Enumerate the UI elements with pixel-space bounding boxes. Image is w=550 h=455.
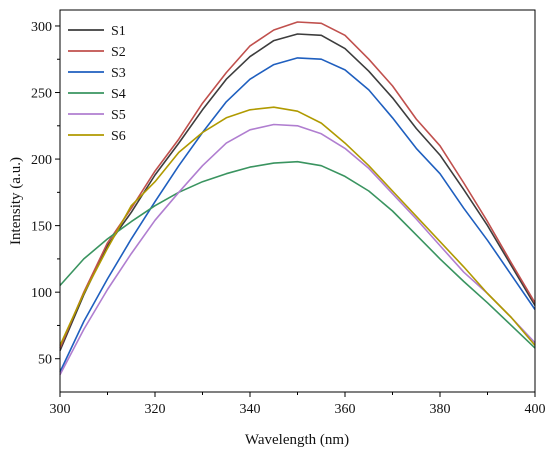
y-tick-label: 100 (31, 286, 52, 301)
series-line-s1 (59, 33, 536, 352)
y-tick-label: 150 (31, 220, 52, 235)
legend-label: S1 (111, 24, 126, 39)
x-tick-label: 320 (145, 402, 166, 417)
y-tick-label: 300 (31, 20, 52, 35)
legend-item-s6: S6 (68, 129, 126, 144)
x-tick-label: 400 (525, 402, 546, 417)
legend-item-s2: S2 (68, 45, 126, 60)
x-axis: 300 320 340 360 380 400 (50, 392, 546, 417)
y-tick-label: 250 (31, 87, 52, 102)
y-axis-title: Intensity (a.u.) (8, 157, 24, 245)
legend-item-s3: S3 (68, 66, 126, 81)
y-tick-label: 200 (31, 153, 52, 168)
legend-label: S3 (111, 66, 126, 81)
x-tick-label: 360 (335, 402, 356, 417)
legend-item-s4: S4 (68, 87, 126, 102)
x-tick-label: 340 (240, 402, 261, 417)
y-axis: 50 100 150 200 250 300 (31, 20, 60, 368)
x-axis-title: Wavelength (nm) (245, 432, 349, 448)
plot-frame (59, 9, 536, 393)
series-line-s5 (59, 123, 536, 376)
legend-label: S5 (111, 108, 126, 123)
legend-label: S6 (111, 129, 126, 144)
series-line-s2 (59, 21, 536, 349)
legend-label: S4 (111, 87, 126, 102)
series-line-s3 (59, 57, 536, 373)
x-tick-label: 380 (430, 402, 451, 417)
y-tick-label: 50 (38, 353, 52, 368)
x-tick-label: 300 (50, 402, 71, 417)
series-line-s6 (59, 106, 536, 346)
legend-label: S2 (111, 45, 126, 60)
series-layer (59, 21, 536, 376)
legend: S1 S2 S3 S4 S5 S6 (68, 24, 126, 144)
series-line-s4 (59, 160, 536, 349)
legend-item-s5: S5 (68, 108, 126, 123)
legend-item-s1: S1 (68, 24, 126, 39)
